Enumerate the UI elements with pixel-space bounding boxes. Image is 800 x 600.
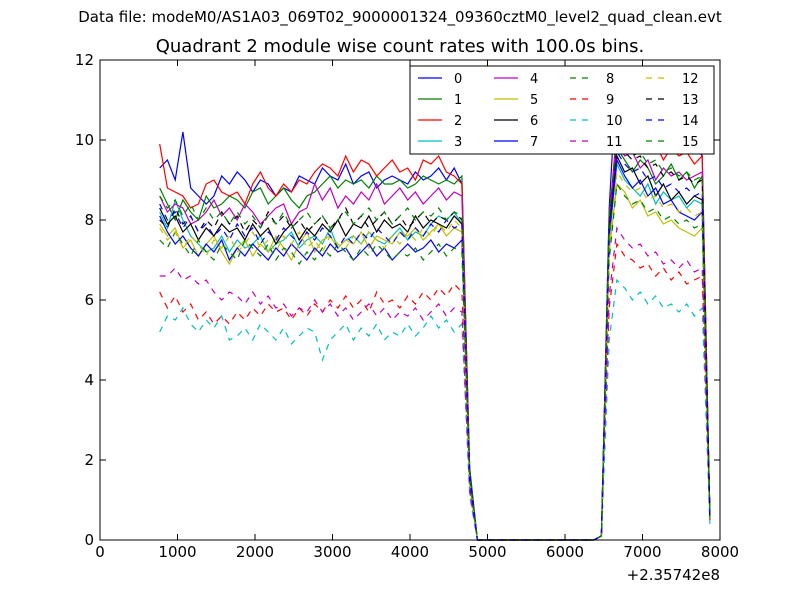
series-line-12: [159, 170, 711, 541]
x-tick-label: 3000: [313, 543, 351, 561]
series-line-6: [159, 153, 711, 541]
legend-label-3: 3: [454, 135, 462, 150]
x-tick-label: 8000: [701, 543, 739, 561]
legend-label-10: 10: [606, 114, 623, 129]
legend-label-5: 5: [530, 93, 538, 108]
series-line-2: [159, 126, 711, 541]
series-line-13: [159, 138, 711, 541]
y-tick-label: 8: [84, 211, 94, 229]
series-line-7: [159, 157, 711, 541]
y-tick-label: 10: [75, 131, 94, 149]
series-line-10: [159, 278, 711, 541]
axis-ticks: 0 1000 2000 3000 4000 5000 6000 7000 80000246810…: [75, 51, 739, 561]
legend-label-0: 0: [454, 72, 462, 87]
legend-label-13: 13: [682, 93, 699, 108]
x-tick-label: 1000: [158, 543, 196, 561]
legend-box: [409, 65, 715, 155]
series-line-11: [159, 226, 711, 541]
legend-label-15: 15: [682, 135, 699, 150]
legend-label-2: 2: [454, 114, 462, 129]
x-tick-label: 2000: [236, 543, 274, 561]
x-tick-label: 5000: [468, 543, 506, 561]
series-line-14: [159, 150, 711, 541]
legend-label-7: 7: [530, 135, 538, 150]
legend-label-8: 8: [606, 72, 614, 87]
y-tick-label: 12: [75, 51, 94, 69]
x-tick-label: 6000: [546, 543, 584, 561]
series-line-4: [159, 142, 711, 541]
legend-label-9: 9: [606, 93, 614, 108]
legend-label-12: 12: [682, 72, 699, 87]
y-tick-label: 0: [84, 531, 94, 549]
series-line-1: [159, 146, 711, 541]
legend-label-6: 6: [530, 114, 538, 129]
legend-label-11: 11: [606, 135, 623, 150]
legend-label-14: 14: [682, 114, 699, 129]
x-offset-label: +2.35742e8: [627, 566, 720, 584]
y-tick-label: 4: [84, 371, 94, 389]
series-line-8: [159, 182, 711, 541]
legend-label-4: 4: [530, 72, 538, 87]
x-tick-label: 0: [95, 543, 105, 561]
y-tick-label: 6: [84, 291, 94, 309]
x-tick-label: 7000: [623, 543, 661, 561]
figure-suptitle: Data file: modeM0/AS1A03_069T02_90000013…: [78, 8, 722, 26]
legend-label-1: 1: [454, 93, 462, 108]
y-tick-label: 2: [84, 451, 94, 469]
chart-title: Quadrant 2 module wise count rates with …: [155, 36, 645, 57]
series-line-9: [159, 242, 711, 541]
x-tick-label: 4000: [391, 543, 429, 561]
series-line-5: [159, 182, 711, 541]
